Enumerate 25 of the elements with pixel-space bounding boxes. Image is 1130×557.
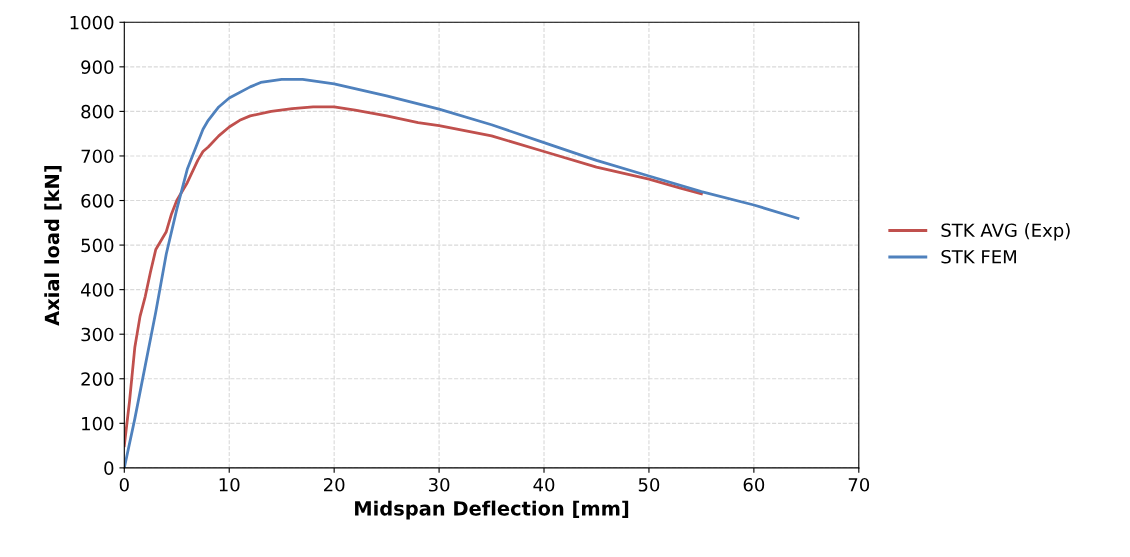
x-tick-label: 40 [533,477,555,492]
x-tick-label: 10 [219,477,240,492]
y-tick-label: 700 [81,149,114,164]
y-tick-label: 500 [81,238,114,253]
x-tick-label: 50 [638,477,660,492]
legend-label: STK FEM [941,249,1016,264]
line-series [124,77,800,468]
x-tick-label: 70 [848,477,870,492]
x-tick-label: 30 [428,477,450,492]
y-tick-label: 100 [82,416,114,431]
y-tick-label: 200 [81,372,114,386]
y-tick-label: 900 [81,60,114,74]
x-axis-title: Midspan Deflection [mm] [355,500,629,520]
legend-label: STK AVG (Exp) [941,223,1070,241]
x-tick-label: 20 [323,477,345,492]
y-tick-label: 1000 [70,15,114,30]
y-tick-label: 800 [81,104,114,119]
y-tick-label: 400 [81,283,114,297]
x-tick-label: 0 [119,477,129,492]
line-series [124,105,703,447]
y-tick-label: 0 [104,461,114,475]
x-tick-label: 60 [743,477,765,492]
y-tick-label: 300 [81,327,114,342]
y-axis-title: Axial load [kN] [44,165,62,326]
y-tick-label: 600 [81,193,114,208]
